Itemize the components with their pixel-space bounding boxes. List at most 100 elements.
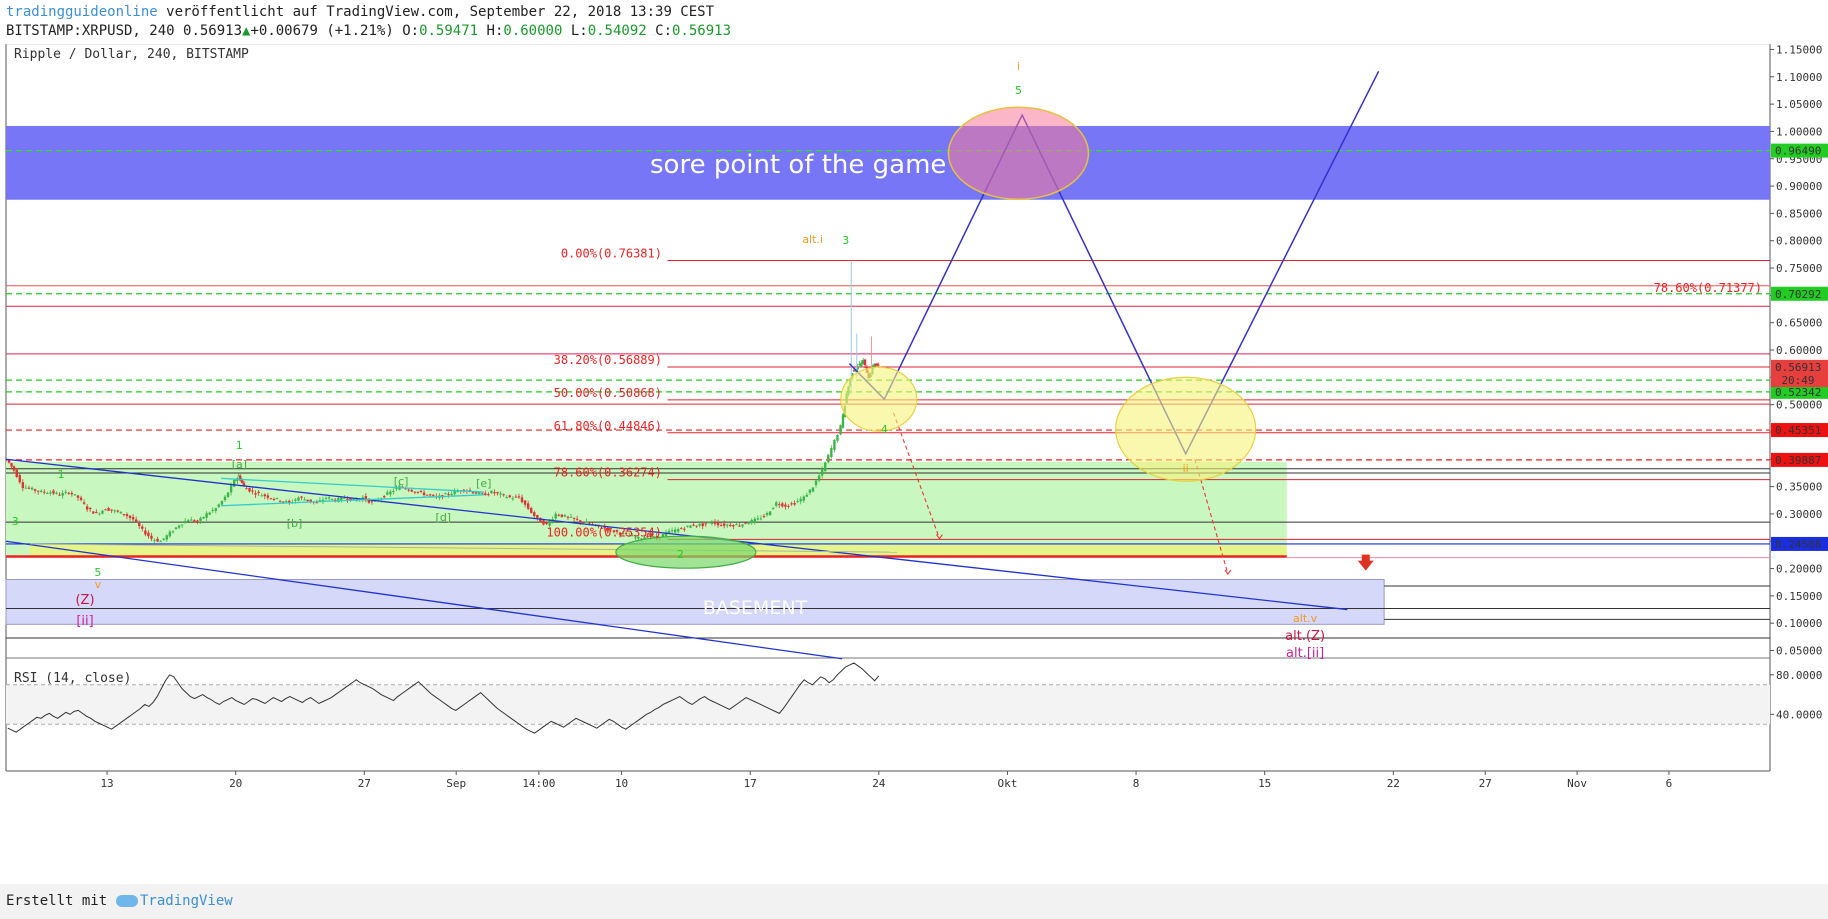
candle-body [242,482,246,487]
candle-body [695,525,698,527]
candle-body [251,490,254,492]
author-link[interactable]: tradingguideonline [6,4,158,20]
ohlc-line: BITSTAMP:XRPUSD, 240 0.56913▲+0.00679 (+… [6,23,731,39]
wave-label-alt-ii: alt.[ii] [1286,646,1324,661]
candle-body [193,520,196,522]
candle-body [726,524,729,526]
price-chart[interactable]: 0.00%(0.76381) 38.20%(0.56889) 50.00%(0.50… [0,44,1828,884]
candle-body [858,363,861,365]
candle-body [839,425,842,435]
candle-body [389,491,392,495]
candle-body [833,439,836,450]
candle-body [643,537,646,540]
wave4-ellipse[interactable] [840,366,918,432]
candle-body [875,363,879,366]
candle-body [300,496,303,498]
wave-ii-ellipse[interactable] [1115,376,1257,482]
high-value: 0.60000 [503,23,563,39]
tradingview-link[interactable]: TradingView [116,893,233,909]
rsi-band-fill [6,684,1770,725]
candle-body [511,498,515,500]
candle-body [505,497,508,499]
candle-body [861,360,865,365]
x-tick-label: 27 [1479,777,1492,790]
candle-body [131,517,135,520]
wave2-ellipse[interactable] [615,535,757,569]
y-tick-label: 0.35000 [1776,481,1822,494]
candle-body [649,534,652,538]
wave-label-c: [c] [394,475,409,488]
candle-body [67,492,70,494]
candle-body [82,502,86,504]
candle-body [759,518,763,520]
candle-body [790,503,793,505]
candle-body [70,493,74,495]
candle-body [793,502,796,505]
candle-body [677,529,680,532]
wave5-target-ellipse[interactable] [947,106,1090,201]
sore-point-label: sore point of the game [650,150,946,180]
candle-body [686,525,689,527]
fib-label: 100.00%(0.25354) [546,525,662,539]
y-tick-label: 0.75000 [1776,262,1822,275]
candle-body [110,509,113,511]
y-tick-label: 0.85000 [1776,207,1822,220]
candle-body [12,466,16,471]
candle-body [634,537,637,539]
countdown-label: 20:49 [1781,374,1814,387]
candle-body [698,523,701,526]
candle-body [471,491,475,494]
candle-body [425,494,429,496]
candle-body [43,491,46,493]
fib-label: 0.00%(0.76381) [561,246,662,260]
candle-body [422,492,426,496]
rsi-y-tick-label: 40.0000 [1776,708,1822,721]
candle-body [285,501,288,503]
publish-info: veröffentlicht auf TradingView.com, Sept… [157,4,715,20]
candle-body [21,482,25,489]
candle-body [119,511,123,514]
dashed-arrowhead-2 [1224,569,1232,575]
candle-body [456,491,459,493]
x-tick-label: 15 [1258,777,1271,790]
dashed-arrow-2 [1194,459,1229,575]
candle-body [508,495,511,498]
candle-body [266,495,270,498]
candle-body [346,498,349,501]
candle-body [701,523,704,527]
candle-body [618,532,622,535]
candle-body [735,524,738,526]
x-tick-label: Sep [446,777,466,790]
candle-body [147,532,150,537]
price-tag-label: 0.70292 [1775,288,1821,301]
fib-upper-label: 78.60%(0.71377) [1654,281,1762,295]
candle-body [548,520,551,526]
candle-body [263,494,266,497]
candle-body [55,492,58,494]
price-tag [1771,359,1828,374]
candle-body [444,493,447,495]
candle-body [729,524,732,527]
candle-body [367,498,371,503]
candle-body [303,499,306,501]
candle-body [260,495,263,497]
candle-body [33,489,37,491]
candle-body [18,475,21,483]
candle-body [447,493,450,495]
candle-body [281,501,285,503]
candle-body [64,491,67,493]
candle-body [40,490,43,493]
y-tick-label: 1.10000 [1776,71,1822,84]
candle-body [229,485,233,493]
candle-body [566,516,570,518]
candle-body [827,454,830,463]
candle-body [232,479,236,487]
candle-body [481,493,484,495]
cloud-logo-icon [116,895,138,907]
candle-body [824,462,827,472]
candle-body [877,364,880,366]
candle-body [582,522,585,524]
candle-body [628,535,631,537]
candle-body [787,505,790,507]
candle-body [171,531,175,533]
